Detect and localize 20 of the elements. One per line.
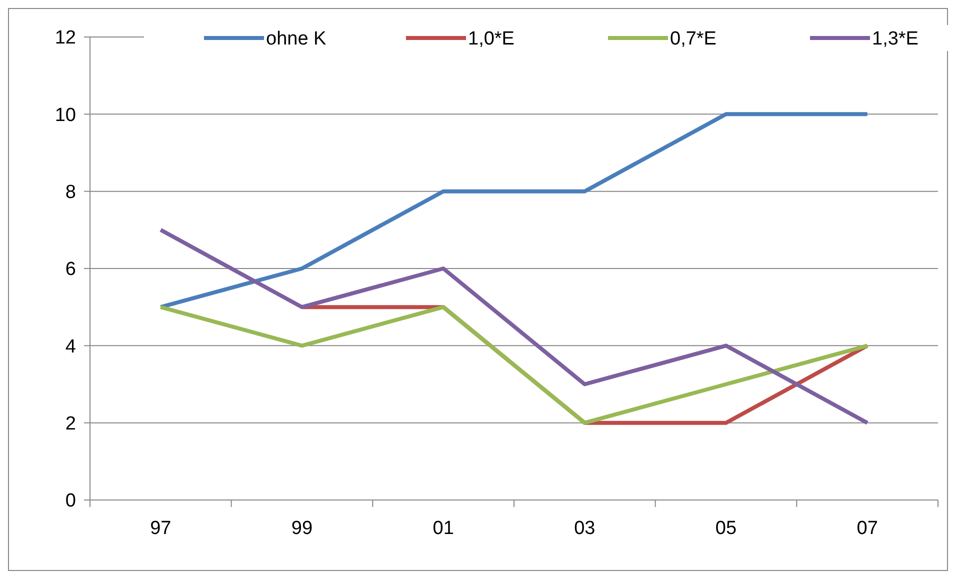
y-tick-label: 6 bbox=[65, 259, 76, 280]
y-tick-label: 8 bbox=[65, 182, 76, 203]
y-tick-label: 4 bbox=[65, 336, 76, 358]
x-tick-label: 05 bbox=[715, 518, 737, 539]
legend-label: 1,3*E bbox=[872, 28, 918, 50]
legend-label: 0,7*E bbox=[670, 28, 716, 50]
x-tick-label: 01 bbox=[432, 518, 454, 539]
line-series bbox=[158, 112, 870, 310]
x-tick-label: 03 bbox=[574, 518, 596, 539]
x-tick-label: 99 bbox=[291, 518, 313, 539]
x-tick-label: 07 bbox=[856, 518, 878, 539]
line-series bbox=[158, 305, 870, 425]
legend-label: 1,0*E bbox=[468, 28, 514, 50]
x-tick-label: 97 bbox=[150, 518, 172, 539]
y-tick-label: 0 bbox=[65, 490, 76, 512]
line-series bbox=[158, 228, 870, 425]
y-tick-label: 10 bbox=[54, 104, 76, 126]
y-tick-label: 12 bbox=[54, 28, 76, 49]
y-tick-label: 2 bbox=[65, 413, 76, 434]
legend-label: ohne K bbox=[266, 28, 327, 50]
